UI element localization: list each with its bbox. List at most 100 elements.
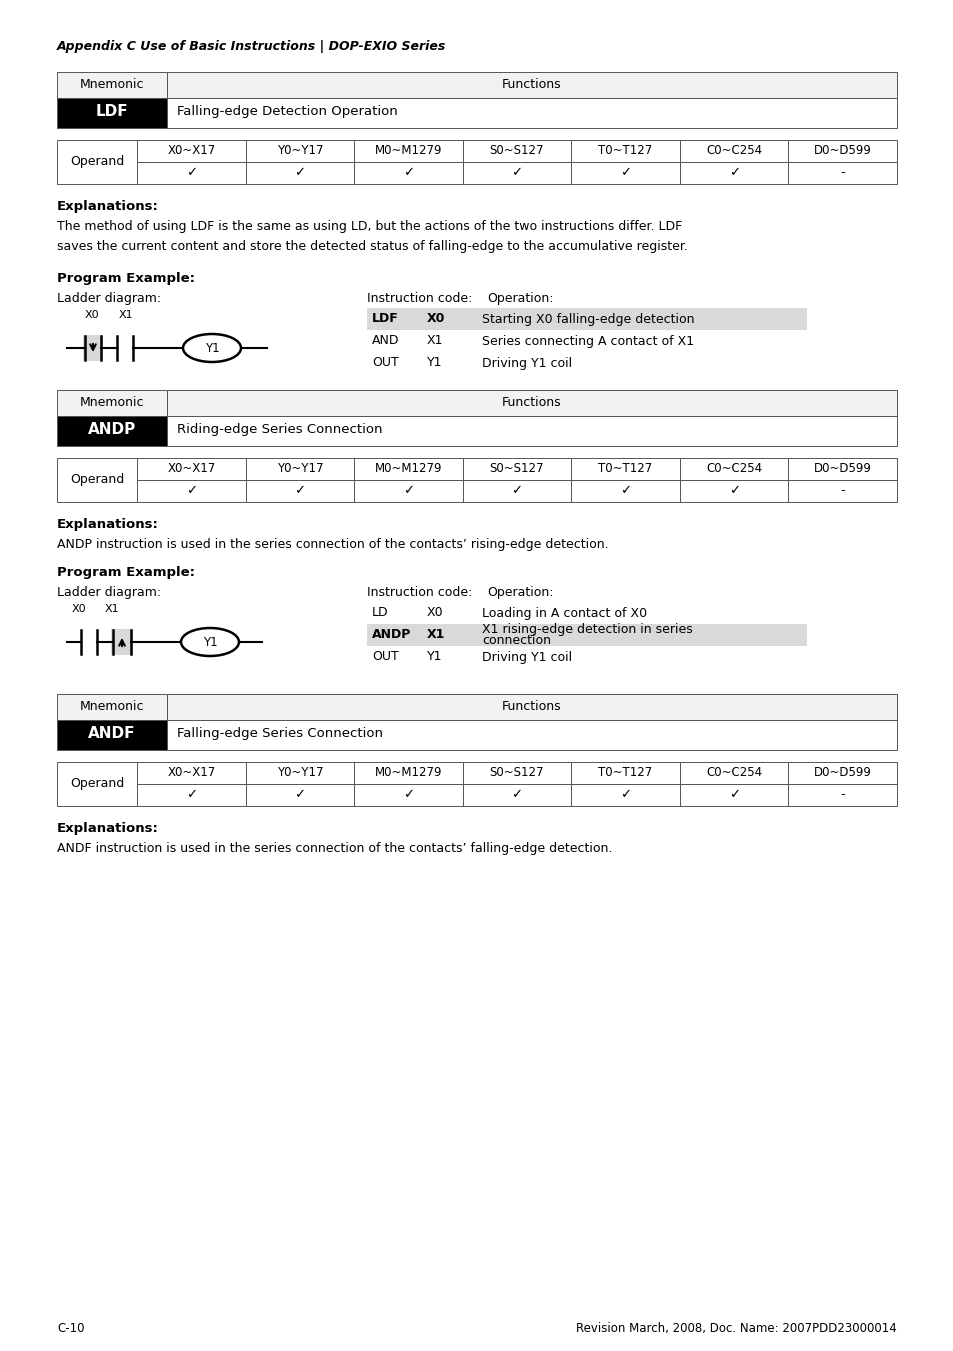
Text: T0~T127: T0~T127 — [598, 462, 652, 476]
Text: S0~S127: S0~S127 — [489, 145, 543, 158]
Bar — [57, 694, 167, 720]
Bar — [367, 330, 806, 353]
Text: D0~D599: D0~D599 — [813, 145, 871, 158]
Bar — [679, 141, 787, 162]
Bar — [137, 141, 245, 162]
Text: saves the current content and store the detected status of falling-edge to the a: saves the current content and store the … — [57, 240, 687, 253]
Bar — [354, 141, 462, 162]
Bar — [57, 762, 137, 807]
Bar — [83, 335, 103, 361]
Text: -: - — [840, 485, 844, 497]
Text: ✓: ✓ — [728, 166, 739, 180]
Text: Operation:: Operation: — [486, 292, 553, 305]
Text: M0~M1279: M0~M1279 — [375, 766, 441, 780]
Bar — [354, 162, 462, 184]
Bar — [462, 458, 571, 480]
Text: Explanations:: Explanations: — [57, 821, 159, 835]
Bar — [57, 416, 167, 446]
Bar — [462, 162, 571, 184]
Bar — [679, 784, 787, 807]
Text: M0~M1279: M0~M1279 — [375, 462, 441, 476]
Text: Driving Y1 coil: Driving Y1 coil — [481, 650, 572, 663]
Text: ✓: ✓ — [186, 789, 196, 801]
Text: AND: AND — [372, 335, 399, 347]
Text: X0: X0 — [427, 607, 443, 620]
Text: Explanations:: Explanations: — [57, 200, 159, 213]
Text: ANDP: ANDP — [88, 423, 136, 438]
Bar — [462, 480, 571, 503]
Text: S0~S127: S0~S127 — [489, 766, 543, 780]
Text: Program Example:: Program Example: — [57, 272, 194, 285]
Bar — [245, 141, 354, 162]
Text: Mnemonic: Mnemonic — [80, 77, 144, 91]
Text: ✓: ✓ — [402, 166, 414, 180]
Bar — [111, 630, 132, 655]
Text: ANDP: ANDP — [372, 628, 411, 642]
Text: X0~X17: X0~X17 — [167, 462, 215, 476]
Text: ANDP instruction is used in the series connection of the contacts’ rising-edge d: ANDP instruction is used in the series c… — [57, 538, 608, 551]
Bar — [245, 458, 354, 480]
Text: Operation:: Operation: — [486, 586, 553, 598]
Text: Functions: Functions — [501, 700, 561, 712]
Text: LD: LD — [372, 607, 388, 620]
Text: ✓: ✓ — [511, 789, 522, 801]
Text: Y0~Y17: Y0~Y17 — [276, 766, 323, 780]
Text: C0~C254: C0~C254 — [705, 766, 761, 780]
Text: X0: X0 — [427, 312, 445, 326]
Text: Falling-edge Detection Operation: Falling-edge Detection Operation — [177, 105, 397, 119]
Bar — [137, 784, 245, 807]
Text: Y1: Y1 — [427, 357, 442, 370]
Text: Instruction code:: Instruction code: — [367, 292, 472, 305]
Bar — [367, 308, 806, 330]
Text: Program Example:: Program Example: — [57, 566, 194, 580]
Bar — [571, 784, 679, 807]
Text: Starting X0 falling-edge detection: Starting X0 falling-edge detection — [481, 312, 694, 326]
Text: ✓: ✓ — [619, 166, 631, 180]
Text: LDF: LDF — [95, 104, 128, 119]
Bar — [167, 694, 896, 720]
Text: LDF: LDF — [372, 312, 398, 326]
Bar — [571, 480, 679, 503]
Text: Operand: Operand — [70, 473, 124, 485]
Text: Ladder diagram:: Ladder diagram: — [57, 586, 161, 598]
Bar — [571, 141, 679, 162]
Text: X1 rising-edge detection in series: X1 rising-edge detection in series — [481, 623, 692, 635]
Bar — [57, 99, 167, 128]
Bar — [245, 784, 354, 807]
Bar — [462, 784, 571, 807]
Bar — [167, 390, 896, 416]
Text: X1: X1 — [105, 604, 119, 613]
Text: X1: X1 — [427, 335, 443, 347]
Text: D0~D599: D0~D599 — [813, 462, 871, 476]
Bar — [571, 162, 679, 184]
Bar — [354, 480, 462, 503]
Text: Mnemonic: Mnemonic — [80, 396, 144, 408]
Text: Loading in A contact of X0: Loading in A contact of X0 — [481, 607, 646, 620]
Bar — [245, 762, 354, 784]
Text: ✓: ✓ — [619, 789, 631, 801]
Text: OUT: OUT — [372, 357, 398, 370]
Bar — [167, 720, 896, 750]
Bar — [571, 762, 679, 784]
Bar — [167, 72, 896, 99]
Text: Operand: Operand — [70, 154, 124, 168]
Text: Y1: Y1 — [202, 635, 217, 648]
Text: C0~C254: C0~C254 — [705, 145, 761, 158]
Bar — [354, 762, 462, 784]
Bar — [571, 458, 679, 480]
Text: Mnemonic: Mnemonic — [80, 700, 144, 712]
Bar — [245, 480, 354, 503]
Text: ✓: ✓ — [402, 789, 414, 801]
Text: -: - — [840, 166, 844, 180]
Text: X0: X0 — [85, 309, 99, 320]
Text: ✓: ✓ — [728, 485, 739, 497]
Text: ✓: ✓ — [294, 166, 305, 180]
Text: M0~M1279: M0~M1279 — [375, 145, 441, 158]
Text: Driving Y1 coil: Driving Y1 coil — [481, 357, 572, 370]
Text: ✓: ✓ — [511, 485, 522, 497]
Text: X0~X17: X0~X17 — [167, 766, 215, 780]
Text: ✓: ✓ — [294, 485, 305, 497]
Text: X1: X1 — [119, 309, 133, 320]
Text: Series connecting A contact of X1: Series connecting A contact of X1 — [481, 335, 694, 347]
Text: Explanations:: Explanations: — [57, 517, 159, 531]
